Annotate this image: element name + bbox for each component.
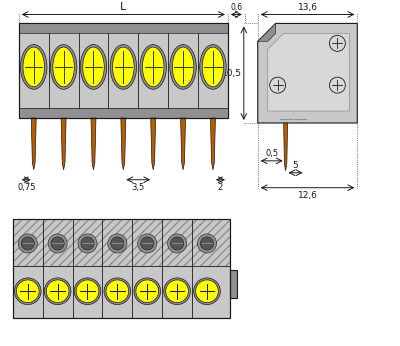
Circle shape <box>81 237 94 250</box>
Circle shape <box>330 35 345 51</box>
Bar <box>19 24 228 118</box>
Circle shape <box>18 234 37 253</box>
Text: 12,6: 12,6 <box>298 191 318 200</box>
Circle shape <box>200 237 214 250</box>
Text: 0,5: 0,5 <box>265 149 278 158</box>
Circle shape <box>106 280 129 303</box>
Ellipse shape <box>50 45 77 89</box>
Circle shape <box>198 234 216 253</box>
Text: 0,75: 0,75 <box>17 183 36 192</box>
Circle shape <box>194 278 220 304</box>
Bar <box>13 219 230 266</box>
Circle shape <box>14 278 41 304</box>
Circle shape <box>330 77 345 93</box>
Text: 13,6: 13,6 <box>298 3 318 12</box>
Polygon shape <box>180 118 186 170</box>
Bar <box>19 108 228 118</box>
Circle shape <box>170 237 184 250</box>
Polygon shape <box>268 33 349 111</box>
Ellipse shape <box>142 47 164 87</box>
Text: 0,6: 0,6 <box>230 3 242 12</box>
Text: 5: 5 <box>293 161 298 170</box>
Circle shape <box>78 234 97 253</box>
Text: 10,5: 10,5 <box>222 69 242 78</box>
Polygon shape <box>31 118 36 170</box>
Polygon shape <box>61 118 66 170</box>
Text: L: L <box>120 2 126 12</box>
Bar <box>19 24 228 33</box>
Circle shape <box>44 278 71 304</box>
Circle shape <box>108 234 127 253</box>
Ellipse shape <box>170 45 196 89</box>
Polygon shape <box>210 118 216 170</box>
Circle shape <box>104 278 131 304</box>
Circle shape <box>141 237 154 250</box>
Ellipse shape <box>140 45 166 89</box>
Ellipse shape <box>53 47 74 87</box>
Text: 2: 2 <box>218 183 223 192</box>
Polygon shape <box>91 118 96 170</box>
Ellipse shape <box>202 47 224 87</box>
Circle shape <box>134 278 160 304</box>
Circle shape <box>138 234 157 253</box>
Circle shape <box>48 234 67 253</box>
Ellipse shape <box>112 47 134 87</box>
Circle shape <box>168 234 187 253</box>
Polygon shape <box>258 24 276 42</box>
Circle shape <box>270 77 286 93</box>
Circle shape <box>111 237 124 250</box>
Bar <box>230 270 237 298</box>
Circle shape <box>46 280 69 303</box>
Ellipse shape <box>172 47 194 87</box>
Ellipse shape <box>23 47 44 87</box>
Circle shape <box>21 237 34 250</box>
Text: 3,5: 3,5 <box>132 183 145 192</box>
Circle shape <box>76 280 99 303</box>
Circle shape <box>51 237 64 250</box>
Circle shape <box>136 280 158 303</box>
Ellipse shape <box>83 47 104 87</box>
Bar <box>13 219 230 318</box>
Polygon shape <box>151 118 156 170</box>
Ellipse shape <box>110 45 136 89</box>
Circle shape <box>16 280 39 303</box>
Polygon shape <box>258 24 357 123</box>
Ellipse shape <box>80 45 107 89</box>
Circle shape <box>196 280 218 303</box>
Ellipse shape <box>20 45 47 89</box>
Bar <box>19 24 228 118</box>
Circle shape <box>74 278 101 304</box>
Bar <box>13 219 230 318</box>
Polygon shape <box>121 118 126 170</box>
Ellipse shape <box>200 45 226 89</box>
Circle shape <box>166 280 188 303</box>
Polygon shape <box>284 123 288 171</box>
Circle shape <box>164 278 190 304</box>
